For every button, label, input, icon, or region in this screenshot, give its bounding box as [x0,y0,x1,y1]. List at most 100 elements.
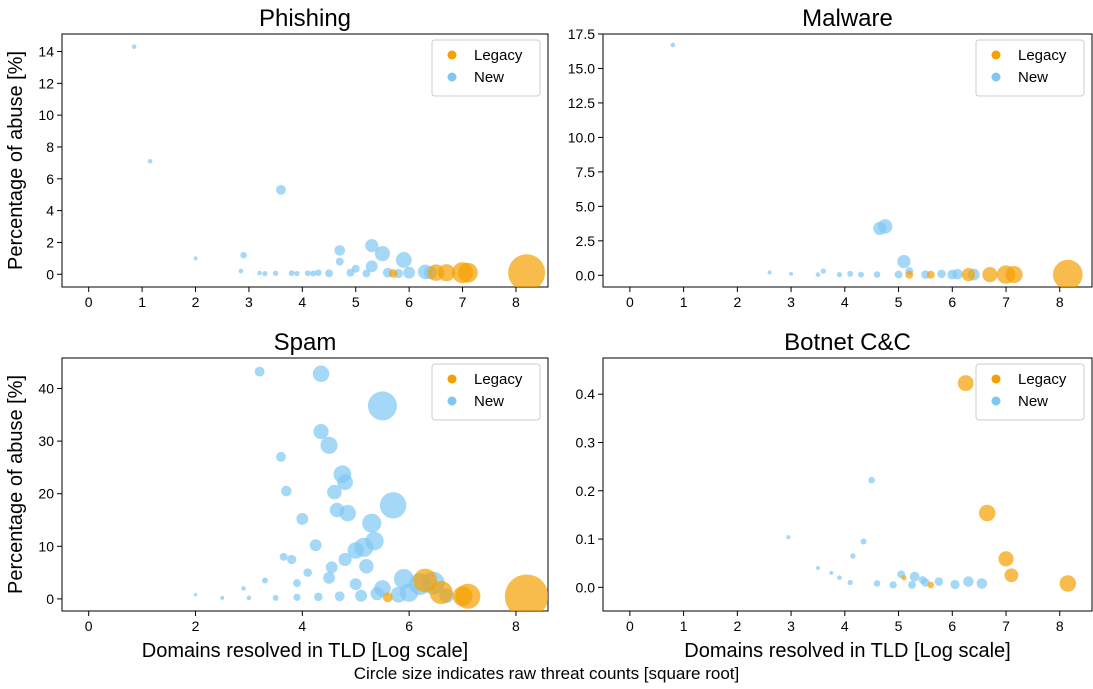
point-new [312,365,330,383]
point-new [276,184,286,195]
x-tick-label: 5 [895,294,903,310]
point-new [334,245,345,256]
point-new [786,535,791,540]
point-new [355,589,368,602]
point-new [296,513,309,525]
x-tick-label: 0 [85,294,93,310]
y-tick-label: 14 [38,44,54,60]
x-tick-label: 5 [352,294,360,310]
point-new [335,257,344,266]
legend-marker-new [991,72,1001,82]
x-tick-label: 6 [948,294,956,310]
y-tick-label: 5.0 [576,198,596,214]
point-new [338,552,352,567]
point-new [873,271,881,278]
y-tick-label: 10.0 [568,129,595,145]
x-tick-label: 4 [298,294,306,310]
point-legacy [901,575,907,581]
legend: Legacy New [431,39,541,97]
point-new [257,270,262,276]
x-tick-label: 3 [787,618,795,634]
point-legacy [961,267,976,282]
x-tick-label: 4 [841,294,849,310]
point-legacy [1052,259,1083,287]
point-new [346,268,355,277]
point-legacy [457,262,478,283]
point-legacy [978,504,996,522]
point-new [310,270,316,277]
legend-label-legacy: Legacy [474,47,523,64]
point-legacy [905,270,914,279]
point-new [193,256,198,261]
x-tick-label: 7 [1002,294,1010,310]
x-tick-label: 8 [1056,618,1064,634]
point-legacy [429,581,453,605]
x-tick-label: 5 [895,618,903,634]
point-new [334,591,345,602]
y-tick-label: 0 [46,591,54,607]
x-tick-label: 2 [733,294,741,310]
x-tick-label: 3 [787,294,795,310]
x-tick-label: 6 [405,294,413,310]
point-new [670,42,676,48]
point-new [847,270,854,277]
point-new [860,538,867,545]
point-new [877,219,893,234]
point-new [276,451,286,462]
legend-marker-legacy [991,50,1001,60]
x-tick-label: 6 [405,618,413,634]
point-new [836,271,843,278]
point-legacy [982,267,998,283]
point-new [820,268,826,274]
point-new [365,239,379,253]
point-legacy [508,254,546,287]
point-legacy [926,270,935,279]
point-new [272,594,279,601]
point-new [309,539,322,552]
point-new [362,513,382,533]
point-new [909,571,920,582]
legend-label-new: New [474,393,504,410]
point-new [314,592,323,602]
y-tick-label: 2.5 [576,233,596,249]
chart-title: Botnet C&C [784,329,911,356]
point-new [908,580,916,589]
x-tick-label: 1 [138,294,146,310]
point-new [850,553,856,559]
point-new [857,271,864,278]
legend-label-new: New [1018,69,1048,86]
point-new [403,266,416,279]
x-tick-label: 0 [626,294,634,310]
x-tick-label: 8 [512,618,520,634]
point-new [303,568,312,577]
point-new [837,575,842,580]
point-new [829,570,834,575]
point-legacy [504,574,548,611]
data-points [193,365,548,611]
legend-marker-new [991,396,1001,406]
point-legacy [998,551,1014,567]
axes-frame [602,357,1093,612]
point-new [395,252,412,268]
y-tick-label: 0.2 [576,483,596,499]
point-new [815,566,820,571]
y-tick-label: 4 [46,203,54,219]
point-new [390,586,407,603]
point-new [897,254,911,269]
point-new [288,270,295,277]
y-tick-label: 2 [46,234,54,250]
legend-marker-legacy [447,50,457,60]
point-new [281,485,292,497]
y-tick-label: 17.5 [568,26,595,42]
point-legacy [388,269,398,278]
point-new [147,158,153,164]
point-new [379,492,407,519]
x-tick-label: 2 [733,618,741,634]
legend-marker-legacy [447,374,457,384]
point-new [367,391,397,421]
y-tick-label: 15.0 [568,60,595,76]
y-tick-label: 0.3 [576,434,596,450]
x-axis-label: Domains resolved in TLD [Log scale] [142,640,468,662]
point-new [347,542,364,559]
